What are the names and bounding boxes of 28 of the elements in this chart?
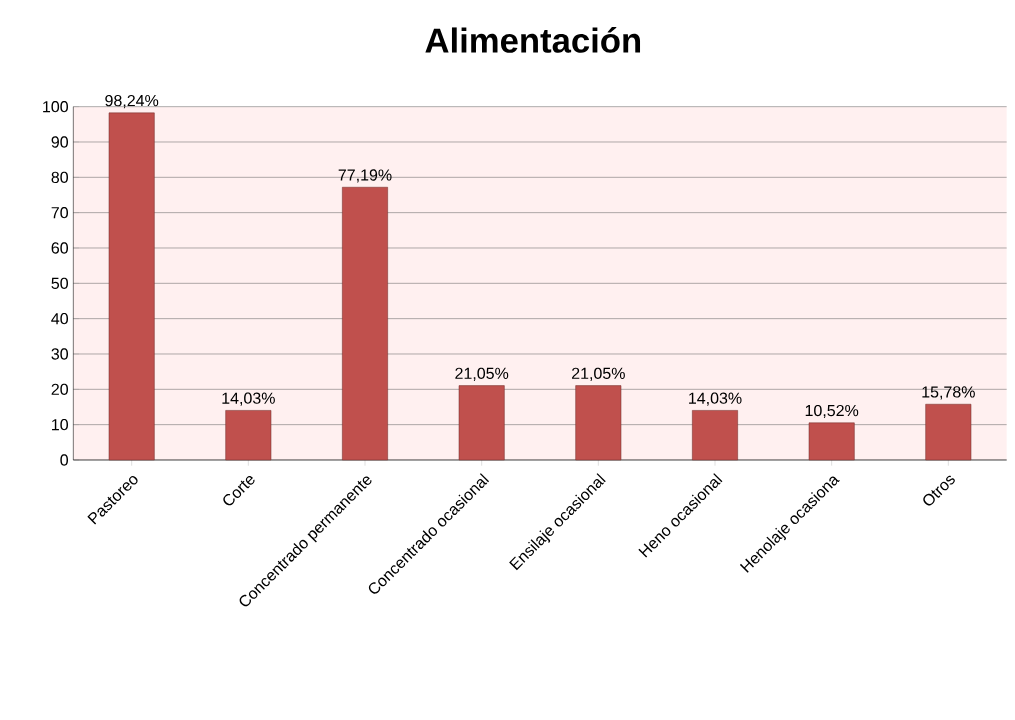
y-tick-label: 100 (43, 101, 69, 113)
data-label: 77,19% (338, 169, 392, 183)
y-tick-label: 60 (51, 242, 69, 254)
y-tick-label: 10 (52, 418, 69, 431)
data-label: 14,03% (222, 392, 275, 406)
bar (342, 186, 388, 461)
y-tick-label: 40 (51, 313, 69, 325)
y-tick-label: 80 (51, 171, 69, 183)
data-label: 98,24% (105, 94, 159, 109)
data-label: 14,03% (689, 392, 742, 406)
bar (925, 403, 972, 461)
bar (575, 385, 622, 461)
data-label: 10,52% (805, 404, 859, 419)
y-tick-label: 0 (60, 454, 69, 466)
bar (458, 385, 505, 461)
chart-title: Alimentación (425, 27, 641, 53)
bar (808, 422, 855, 461)
data-label: 21,05% (572, 367, 625, 381)
y-tick-label: 90 (51, 136, 69, 148)
data-label: 21,05% (455, 367, 509, 381)
bar (225, 410, 272, 461)
data-label: 15,78% (922, 386, 975, 400)
y-tick-label: 20 (51, 383, 69, 395)
y-tick-label: 30 (51, 348, 69, 360)
bar (108, 112, 155, 461)
bar (692, 410, 738, 461)
y-tick-label: 70 (51, 207, 69, 219)
y-tick-label: 50 (51, 277, 69, 289)
